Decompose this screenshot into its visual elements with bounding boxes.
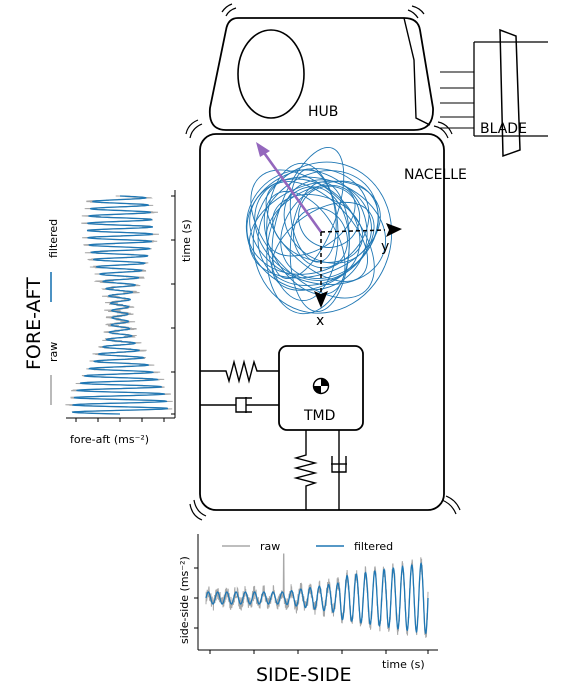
orbit-loop	[271, 146, 345, 279]
orbit-loop	[248, 180, 381, 279]
orbit-loop	[289, 181, 350, 312]
side-side-legend-filtered: filtered	[354, 540, 393, 553]
orbit-loop	[292, 207, 348, 269]
resultant-arrow	[260, 149, 323, 233]
axis-x-label: x	[316, 313, 324, 329]
orbit-loop	[265, 181, 368, 282]
axis-y-label: y	[381, 239, 389, 255]
orbit-trajectory	[245, 146, 393, 315]
side-side-title: SIDE-SIDE	[256, 664, 351, 686]
horizontal-spring	[200, 359, 279, 384]
orbit-loop	[272, 194, 364, 263]
fore-aft-plot: time (s) fore-aft (ms⁻²) filtered raw FO…	[23, 190, 193, 446]
resultant-arrow-head	[256, 142, 270, 157]
blade-label: BLADE	[480, 121, 527, 137]
side-side-ylabel: side-side (ms⁻²)	[178, 556, 191, 644]
side-side-filtered-series	[205, 562, 429, 635]
tmd-label: TMD	[303, 408, 335, 424]
fore-aft-legend-raw: raw	[47, 342, 60, 362]
hub: HUB	[208, 3, 434, 131]
orbit-plot: y x	[245, 142, 402, 329]
orbit-loop	[254, 178, 361, 281]
side-side-legend-raw: raw	[260, 540, 280, 553]
horizontal-damper	[200, 397, 279, 413]
fore-aft-title: FORE-AFT	[23, 277, 45, 370]
y-axis-arrow-head	[386, 223, 402, 237]
orbit-loop	[271, 201, 375, 291]
blade: BLADE	[440, 28, 548, 158]
fore-aft-ylabel: time (s)	[180, 219, 193, 262]
orbit-loop	[289, 168, 337, 263]
orbit-loop	[252, 161, 393, 314]
y-axis-arrow	[320, 229, 386, 233]
fore-aft-filtered-series	[71, 195, 168, 415]
fore-aft-xlabel: fore-aft (ms⁻²)	[70, 433, 149, 446]
orbit-loop	[250, 169, 375, 299]
nacelle: NACELLE TMD	[185, 119, 467, 521]
x-axis-arrow-head	[314, 291, 328, 308]
nacelle-label: NACELLE	[404, 167, 467, 183]
hub-label: HUB	[308, 104, 338, 120]
fore-aft-legend-filtered: filtered	[47, 219, 60, 258]
center-of-mass-icon	[312, 377, 330, 395]
side-side-xlabel: time (s)	[382, 658, 425, 671]
tmd-mass	[278, 345, 364, 431]
vertical-damper	[331, 430, 347, 510]
vertical-spring	[293, 430, 318, 510]
side-side-plot: raw filtered side-side (ms⁻²) time (s) S…	[178, 534, 438, 686]
orbit-loop	[249, 176, 387, 286]
